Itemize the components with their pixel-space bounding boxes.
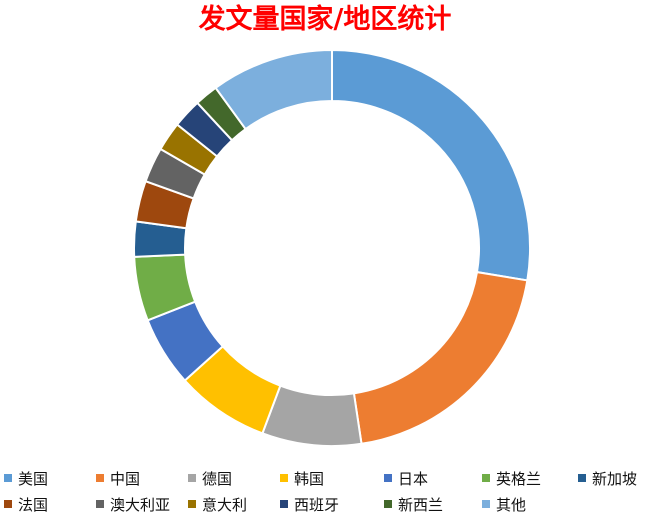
legend-label: 新西兰 [398,495,444,514]
legend-swatch [96,474,104,482]
legend-label: 其他 [496,495,527,514]
chart-legend: 美国 中国 德国 韩国 日本 英格兰 新加坡法国 澳大利亚 意大利 西班牙 新西兰 其他 [0,462,650,520]
legend-label: 新加坡 [592,469,638,488]
legend-label: 中国 [110,469,141,488]
legend-swatch [384,474,392,482]
legend-item: 英格兰 [482,466,541,490]
legend-item: 法国 [4,492,48,516]
donut-chart [133,48,531,447]
legend-label: 美国 [18,469,49,488]
legend-label: 德国 [202,469,233,488]
legend-item: 日本 [384,466,428,490]
legend-label: 西班牙 [294,495,340,514]
legend-label: 意大利 [202,495,248,514]
legend-swatch [96,500,104,508]
legend-item: 西班牙 [280,492,339,516]
legend-label: 澳大利亚 [110,495,171,514]
legend-swatch [188,474,196,482]
legend-swatch [482,474,490,482]
legend-swatch [482,500,490,508]
legend-item: 新西兰 [384,492,443,516]
legend-item: 德国 [188,466,232,490]
legend-item: 意大利 [188,492,247,516]
chart-title: 发文量国家/地区统计 [198,4,452,35]
legend-item: 澳大利亚 [96,492,170,516]
donut-slice [352,270,529,445]
legend-item: 美国 [4,466,48,490]
legend-swatch [578,474,586,482]
legend-swatch [4,474,12,482]
legend-item: 其他 [482,492,526,516]
legend-item: 新加坡 [578,466,637,490]
legend-label: 韩国 [294,469,325,488]
donut-slice [214,48,333,131]
legend-item: 中国 [96,466,140,490]
legend-label: 日本 [398,469,429,488]
legend-swatch [280,500,288,508]
legend-swatch [280,474,288,482]
legend-label: 法国 [18,495,49,514]
legend-swatch [4,500,12,508]
legend-swatch [188,500,196,508]
legend-label: 英格兰 [496,469,542,488]
legend-item: 韩国 [280,466,324,490]
donut-slices [133,48,531,447]
donut-slice [331,48,531,282]
legend-swatch [384,500,392,508]
